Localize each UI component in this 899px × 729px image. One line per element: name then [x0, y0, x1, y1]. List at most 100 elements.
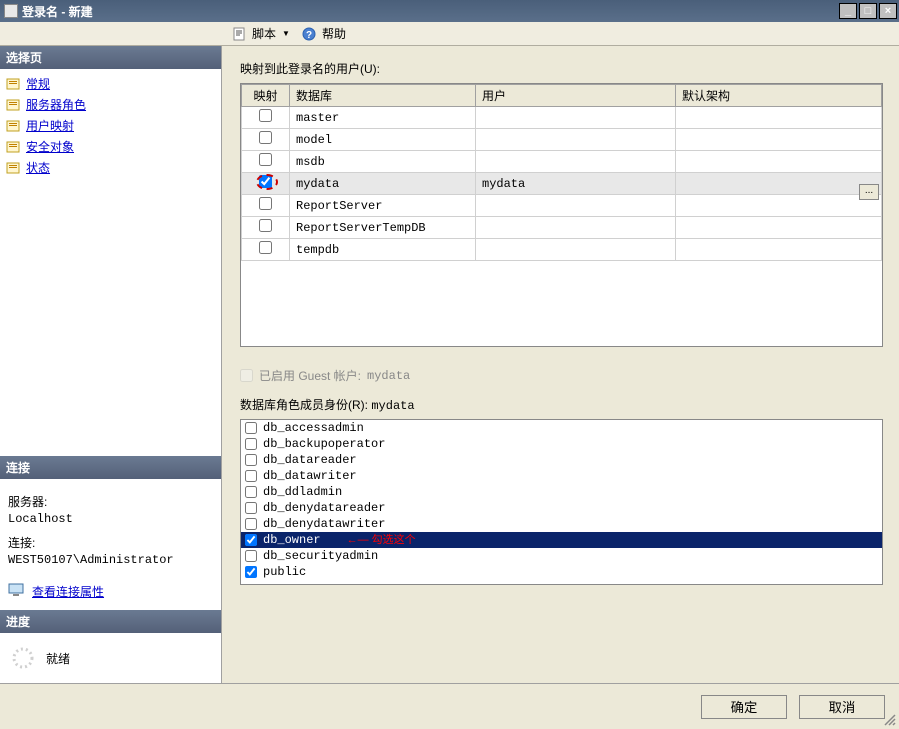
- map-checkbox-cell[interactable]: [242, 107, 290, 129]
- spinner-icon: [10, 645, 36, 671]
- map-checkbox-cell[interactable]: [242, 129, 290, 151]
- col-schema[interactable]: 默认架构: [676, 85, 882, 107]
- role-item[interactable]: db_denydatawriter: [241, 516, 882, 532]
- guest-enabled-row: 已启用 Guest 帐户: mydata: [240, 367, 883, 384]
- sidebar-item-0[interactable]: 常规: [2, 73, 219, 94]
- window-controls: _ □ ×: [839, 3, 897, 19]
- db-cell: mydata: [290, 173, 476, 195]
- help-icon: ?: [302, 27, 318, 41]
- col-db[interactable]: 数据库: [290, 85, 476, 107]
- col-user[interactable]: 用户: [476, 85, 676, 107]
- table-row[interactable]: msdb: [242, 151, 882, 173]
- map-checkbox[interactable]: [259, 175, 272, 188]
- db-cell: msdb: [290, 151, 476, 173]
- role-item[interactable]: public: [241, 564, 882, 580]
- sidebar-item-label: 常规: [26, 75, 50, 92]
- guest-db: mydata: [367, 369, 410, 383]
- table-row[interactable]: tempdb: [242, 239, 882, 261]
- user-cell: mydata: [476, 173, 676, 195]
- col-map[interactable]: 映射: [242, 85, 290, 107]
- map-checkbox-cell[interactable]: [242, 239, 290, 261]
- connect-info: 服务器: Localhost 连接: WEST50107\Administrat…: [0, 479, 221, 573]
- role-item[interactable]: db_securityadmin: [241, 548, 882, 564]
- script-icon: [232, 27, 248, 41]
- schema-cell: ...: [676, 173, 882, 195]
- mapping-table-wrapper: 映射 数据库 用户 默认架构 mastermodelmsdbmydatamyda…: [240, 83, 883, 347]
- schema-cell: [676, 151, 882, 173]
- map-checkbox[interactable]: [259, 219, 272, 232]
- map-checkbox[interactable]: [259, 197, 272, 210]
- progress-block: 就绪: [0, 633, 221, 683]
- main-panel: 映射到此登录名的用户(U): 映射 数据库 用户 默认架构 mastermode…: [222, 46, 899, 683]
- map-checkbox[interactable]: [259, 109, 272, 122]
- role-checkbox[interactable]: [245, 438, 257, 450]
- table-row[interactable]: ReportServerTempDB: [242, 217, 882, 239]
- role-item[interactable]: db_datareader: [241, 452, 882, 468]
- schema-cell: [676, 129, 882, 151]
- map-checkbox[interactable]: [259, 153, 272, 166]
- role-item[interactable]: db_owner←— 勾选这个: [241, 532, 882, 548]
- role-checkbox[interactable]: [245, 454, 257, 466]
- view-props-link[interactable]: 查看连接属性: [32, 583, 104, 600]
- table-row[interactable]: mydatamydata...: [242, 173, 882, 195]
- script-button[interactable]: 脚本 ▼: [226, 23, 296, 44]
- user-cell: [476, 107, 676, 129]
- sidebar-item-2[interactable]: 用户映射: [2, 115, 219, 136]
- role-name: db_accessadmin: [263, 420, 364, 436]
- role-item[interactable]: db_denydatareader: [241, 500, 882, 516]
- maximize-button[interactable]: □: [859, 3, 877, 19]
- role-name: db_securityadmin: [263, 548, 378, 564]
- resize-grip[interactable]: [883, 713, 897, 727]
- cancel-button[interactable]: 取消: [799, 695, 885, 719]
- sidebar-item-1[interactable]: 服务器角色: [2, 94, 219, 115]
- role-item[interactable]: db_ddladmin: [241, 484, 882, 500]
- role-name: db_denydatareader: [263, 500, 385, 516]
- role-name: db_ddladmin: [263, 484, 342, 500]
- role-checkbox[interactable]: [245, 502, 257, 514]
- role-checkbox[interactable]: [245, 550, 257, 562]
- minimize-button[interactable]: _: [839, 3, 857, 19]
- role-checkbox[interactable]: [245, 486, 257, 498]
- table-row[interactable]: ReportServer: [242, 195, 882, 217]
- help-button[interactable]: ? 帮助: [296, 23, 352, 44]
- sidebar-item-3[interactable]: 安全对象: [2, 136, 219, 157]
- sidebar-item-label: 安全对象: [26, 138, 74, 155]
- ok-button[interactable]: 确定: [701, 695, 787, 719]
- nav-list: 常规服务器角色用户映射安全对象状态: [0, 69, 221, 182]
- sidebar-item-label: 服务器角色: [26, 96, 86, 113]
- schema-cell: [676, 107, 882, 129]
- select-page-header: 选择页: [0, 46, 221, 69]
- role-checkbox[interactable]: [245, 566, 257, 578]
- svg-text:?: ?: [306, 30, 312, 41]
- role-checkbox[interactable]: [245, 422, 257, 434]
- table-row[interactable]: model: [242, 129, 882, 151]
- connect-header: 连接: [0, 456, 221, 479]
- progress-status: 就绪: [46, 650, 70, 667]
- role-item[interactable]: db_backupoperator: [241, 436, 882, 452]
- map-checkbox-cell[interactable]: [242, 195, 290, 217]
- role-item[interactable]: db_datawriter: [241, 468, 882, 484]
- table-row[interactable]: master: [242, 107, 882, 129]
- map-checkbox[interactable]: [259, 241, 272, 254]
- conn-label: 连接:: [8, 534, 213, 551]
- map-checkbox[interactable]: [259, 131, 272, 144]
- sidebar-item-4[interactable]: 状态: [2, 157, 219, 178]
- role-item[interactable]: db_accessadmin: [241, 420, 882, 436]
- user-cell: [476, 217, 676, 239]
- role-name: db_datareader: [263, 452, 357, 468]
- role-checkbox[interactable]: [245, 470, 257, 482]
- user-cell: [476, 239, 676, 261]
- map-checkbox-cell[interactable]: [242, 173, 290, 195]
- role-checkbox[interactable]: [245, 534, 257, 546]
- roles-list: db_accessadmindb_backupoperatordb_datare…: [240, 419, 883, 585]
- view-connection-props[interactable]: 查看连接属性: [0, 573, 221, 610]
- close-button[interactable]: ×: [879, 3, 897, 19]
- role-name: db_owner: [263, 532, 321, 548]
- map-checkbox-cell[interactable]: [242, 151, 290, 173]
- schema-cell: [676, 195, 882, 217]
- map-checkbox-cell[interactable]: [242, 217, 290, 239]
- help-label: 帮助: [322, 25, 346, 42]
- role-checkbox[interactable]: [245, 518, 257, 530]
- toolbar: 脚本 ▼ ? 帮助: [0, 22, 899, 46]
- role-name: db_denydatawriter: [263, 516, 385, 532]
